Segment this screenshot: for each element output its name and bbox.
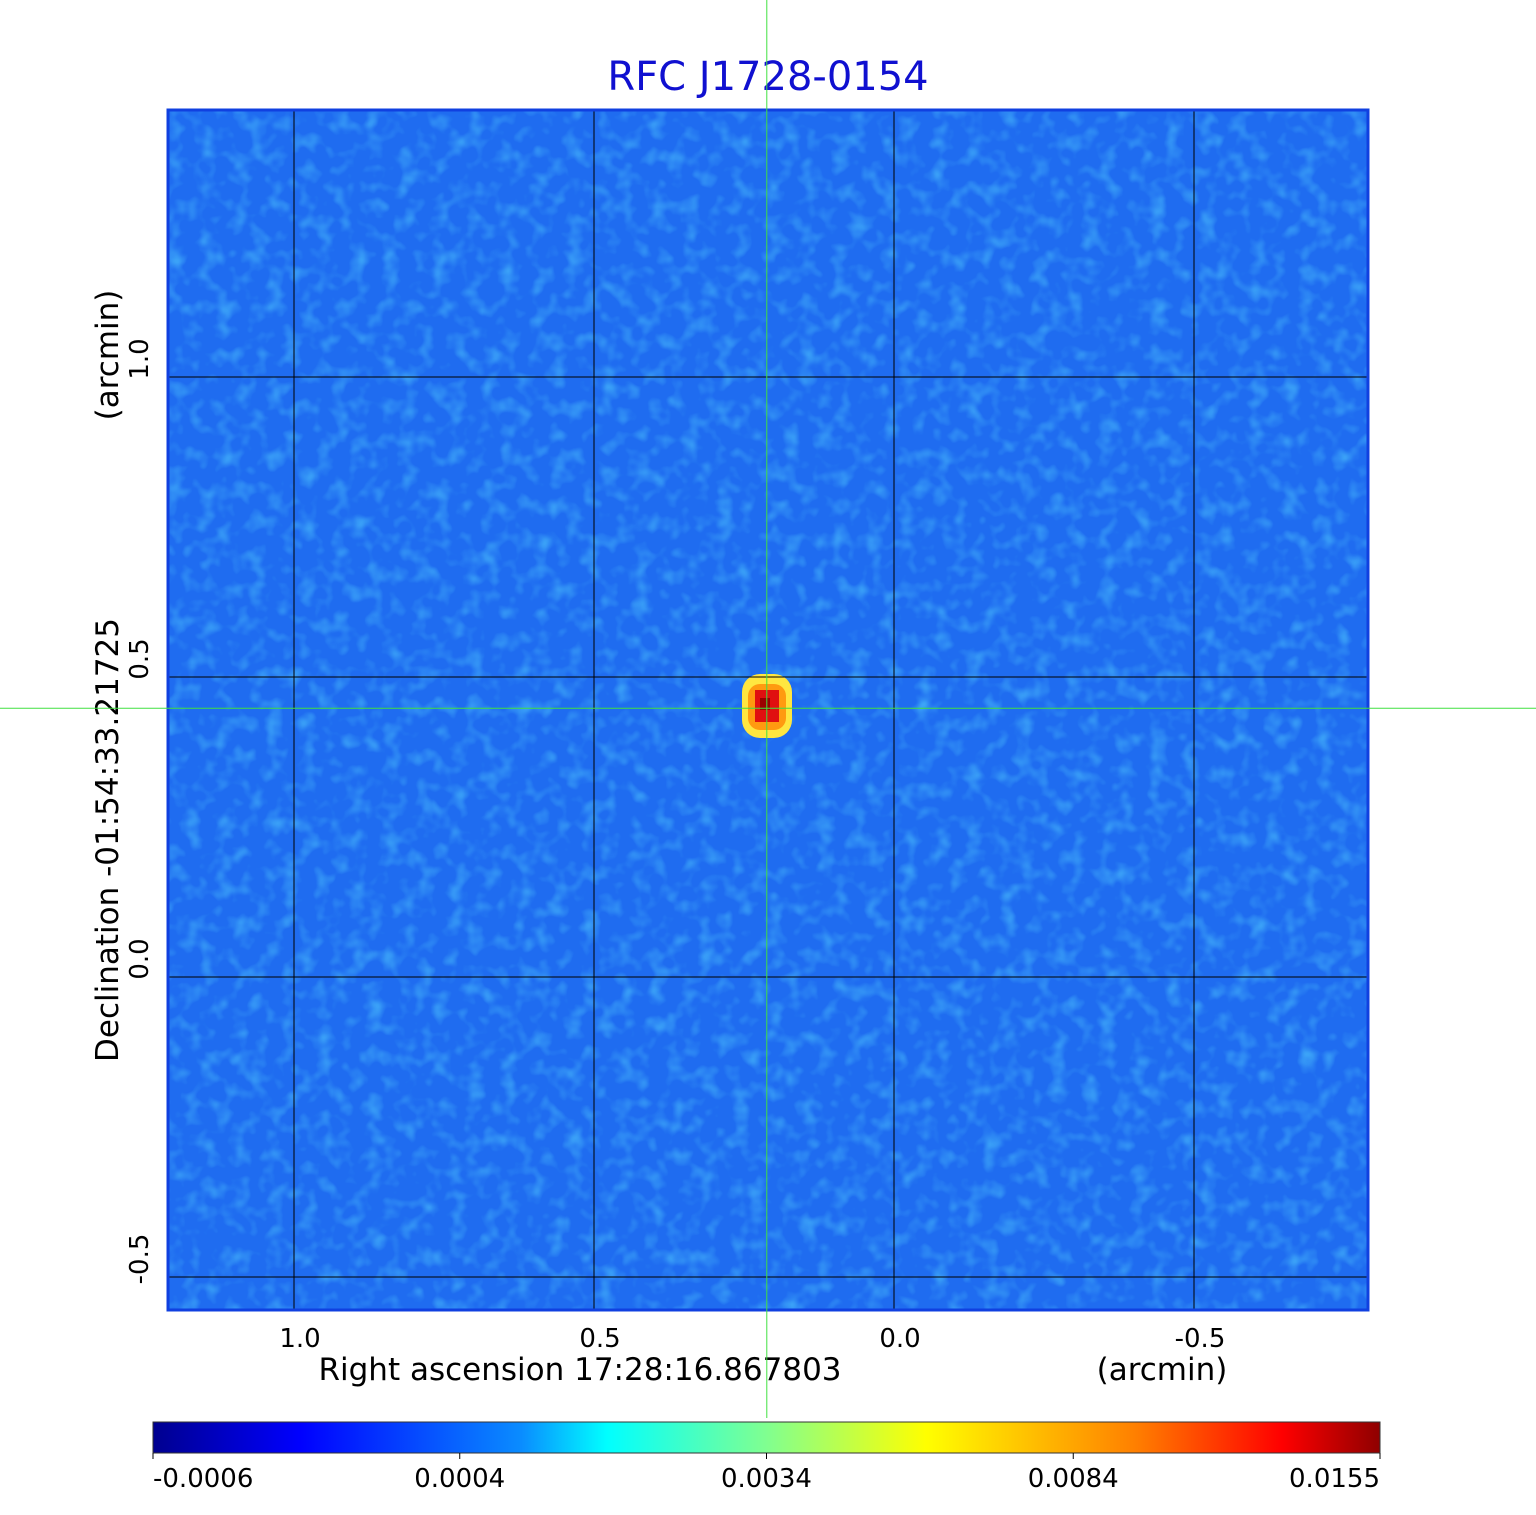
x-axis-unit: (arcmin) [1097,1352,1228,1388]
x-tick-label: 0.5 [579,1324,620,1354]
x-tick-label: -0.5 [1175,1324,1226,1354]
y-tick-label: 0.5 [125,638,155,679]
y-tick-label: -0.5 [125,1234,155,1285]
x-tick-label: 1.0 [279,1324,320,1354]
x-tick-label: 0.0 [879,1324,920,1354]
chart-title: RFC J1728-0154 [607,54,928,100]
y-tick-label: 1.0 [125,338,155,379]
y-axis-unit: (arcmin) [90,290,126,421]
colorbar [152,1421,1381,1454]
colorbar-tick-label: 0.0034 [721,1464,812,1494]
colorbar-tick-label: -0.0006 [153,1464,253,1494]
plot-border [166,108,1370,1312]
colorbar-tick-label: 0.0155 [1289,1464,1380,1494]
x-axis-label: Right ascension 17:28:16.867803 [318,1352,841,1388]
y-axis-label: Declination -01:54:33.21725 [90,618,126,1062]
y-tick-label: 0.0 [125,938,155,979]
colorbar-tick-label: 0.0004 [414,1464,505,1494]
colorbar-tick-label: 0.0084 [1028,1464,1119,1494]
plot-area [168,110,1368,1310]
